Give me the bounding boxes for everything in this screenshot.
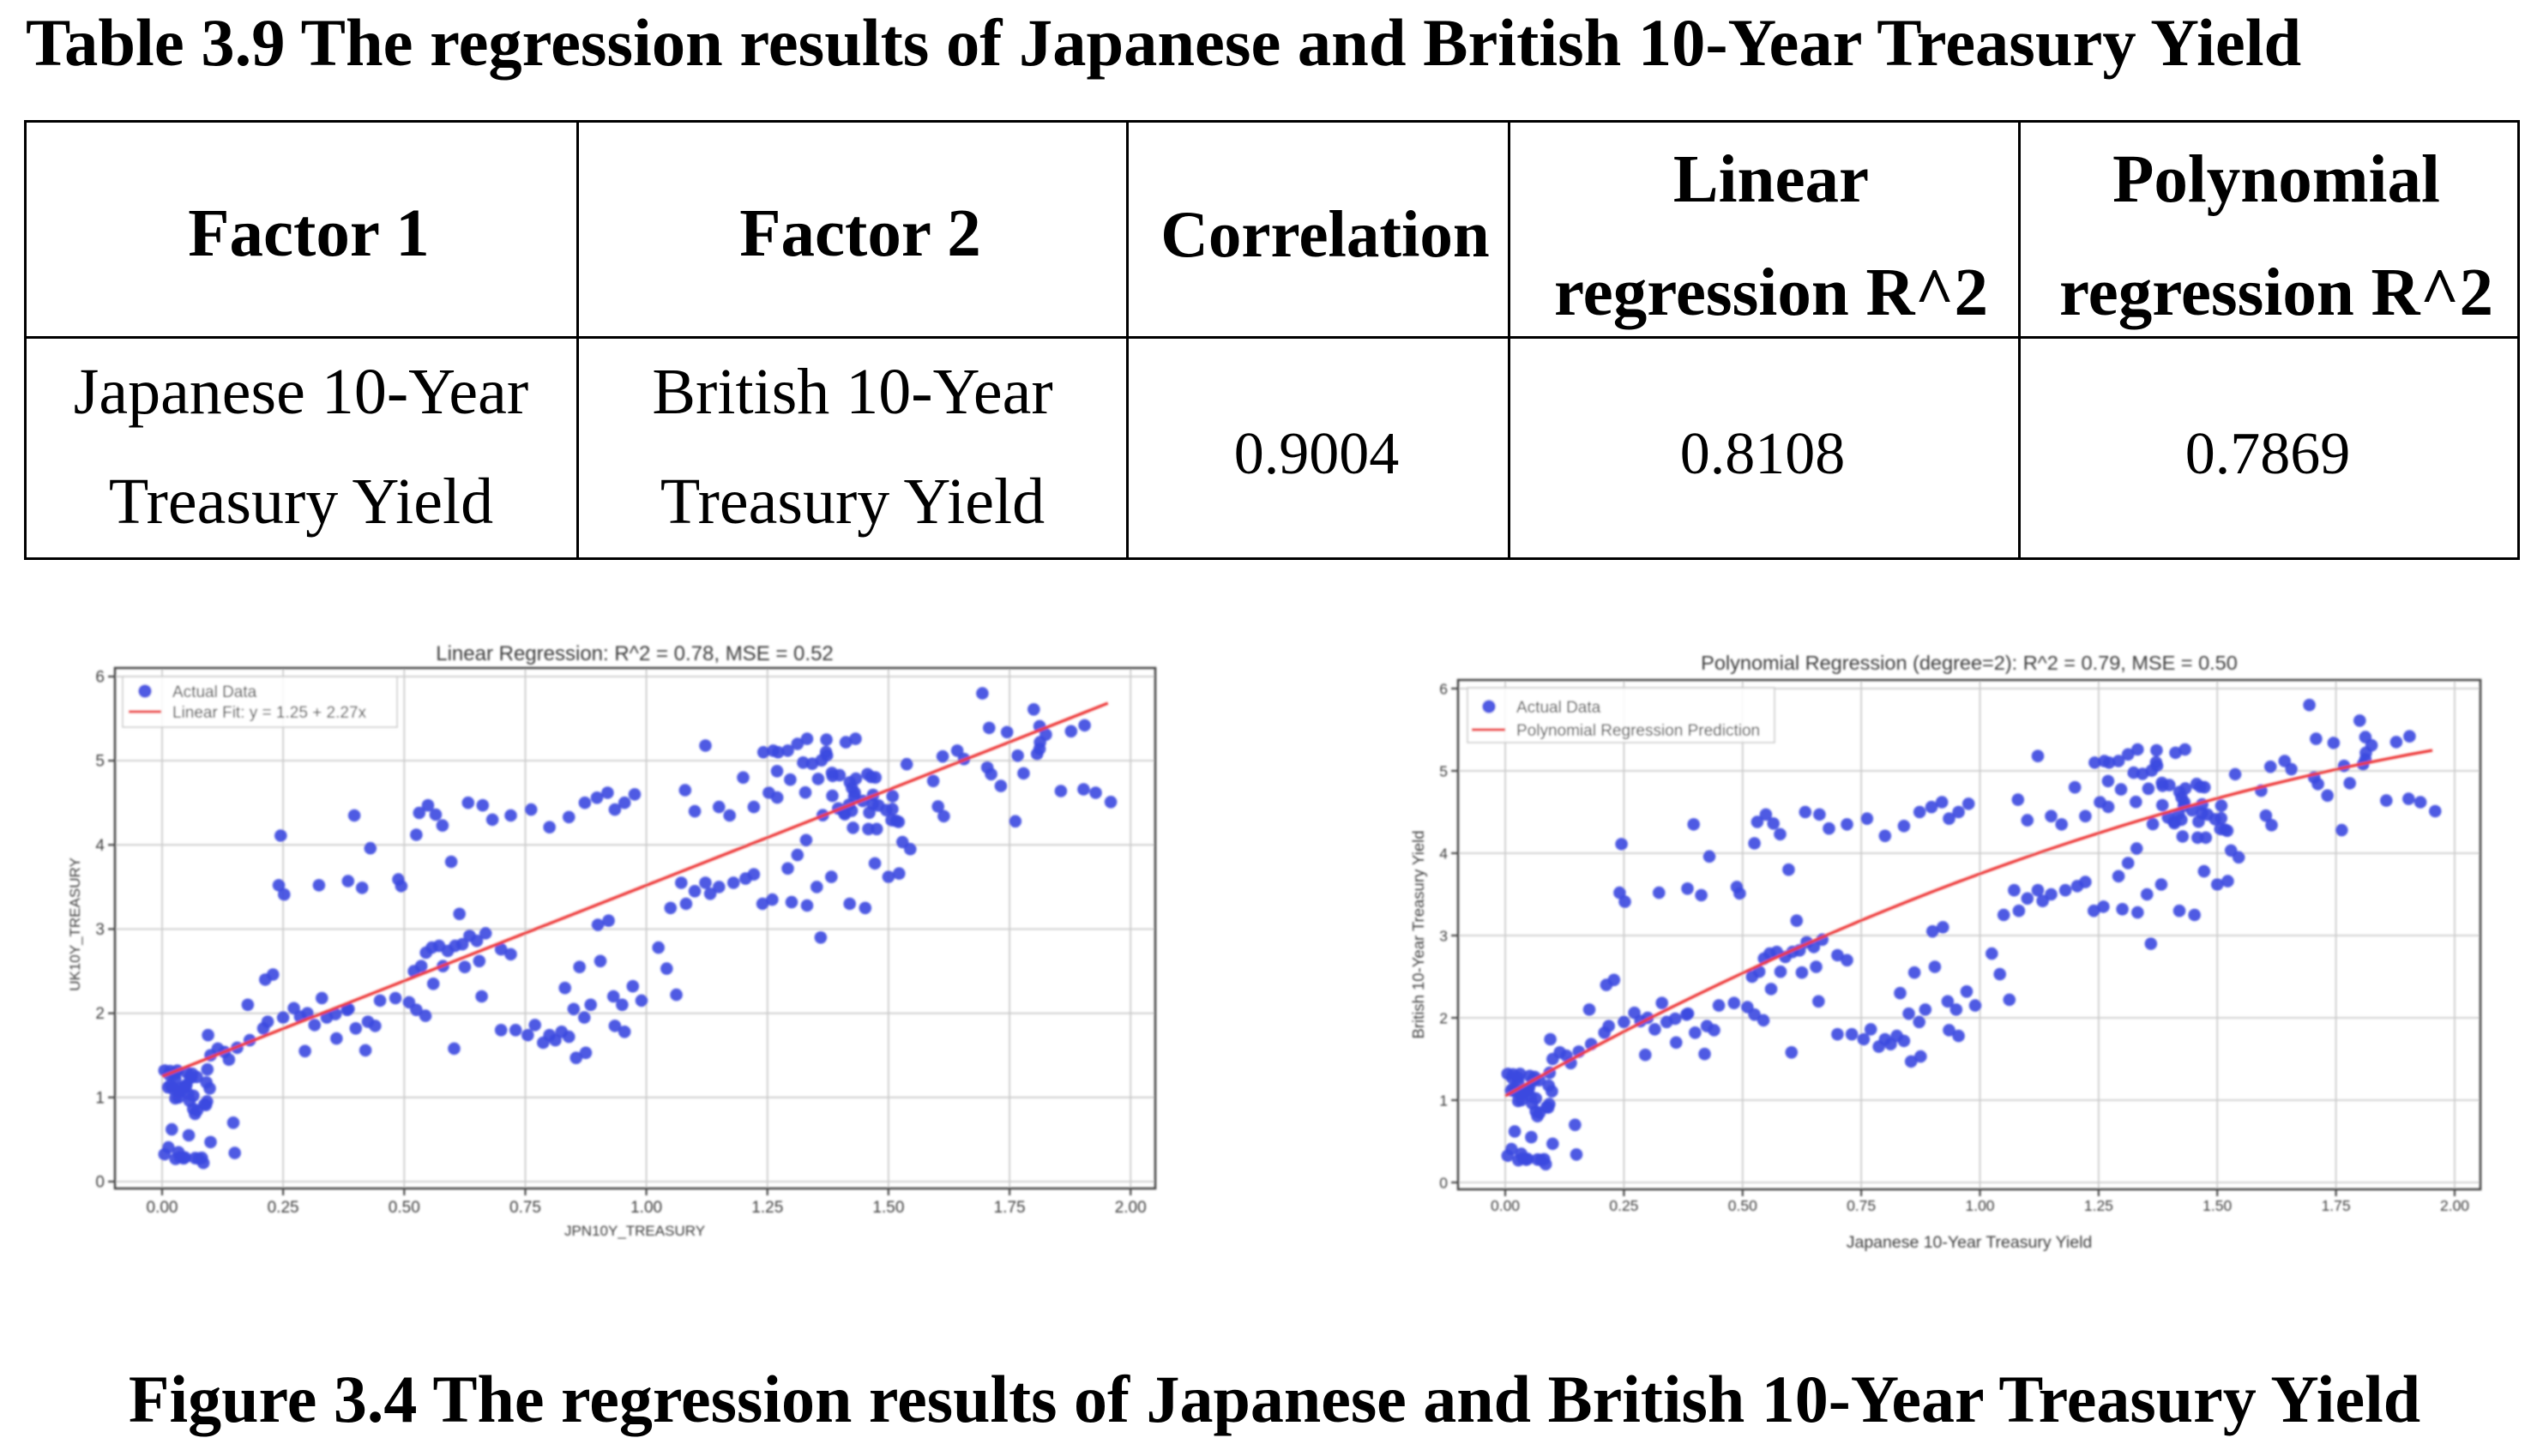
svg-text:0.75: 0.75 [1847,1197,1876,1214]
svg-text:Polynomial Regression (degree=: Polynomial Regression (degree=2): R^2 = … [1701,652,2238,674]
svg-text:0.25: 0.25 [1609,1197,1638,1214]
svg-text:3: 3 [95,921,105,939]
svg-text:4: 4 [95,837,105,855]
svg-text:1.25: 1.25 [751,1199,783,1217]
svg-text:2: 2 [1439,1010,1448,1027]
svg-text:1.50: 1.50 [2203,1197,2232,1214]
svg-text:2: 2 [95,1005,105,1023]
svg-text:6: 6 [1439,681,1448,698]
svg-text:Japanese 10-Year Treasury Yiel: Japanese 10-Year Treasury Yield [1847,1233,2093,1252]
svg-text:Linear Regression: R^2 = 0.78,: Linear Regression: R^2 = 0.78, MSE = 0.5… [436,642,834,665]
svg-text:4: 4 [1439,845,1448,863]
svg-text:UK10Y_TREASURY: UK10Y_TREASURY [67,857,83,991]
svg-text:1.75: 1.75 [2322,1197,2351,1214]
svg-text:1: 1 [1439,1092,1448,1110]
svg-text:2.00: 2.00 [1115,1199,1147,1217]
svg-text:0.50: 0.50 [389,1199,420,1217]
svg-text:0: 0 [95,1174,105,1192]
svg-text:Actual Data: Actual Data [1516,699,1601,717]
svg-text:1.50: 1.50 [872,1199,904,1217]
svg-text:1: 1 [95,1089,105,1107]
svg-text:3: 3 [1439,928,1448,945]
svg-text:2.00: 2.00 [2440,1197,2469,1214]
svg-text:1.00: 1.00 [630,1199,662,1217]
svg-text:1.25: 1.25 [2084,1197,2113,1214]
svg-text:Actual Data: Actual Data [172,683,257,701]
svg-text:British 10-Year Treasury Yield: British 10-Year Treasury Yield [1409,830,1427,1038]
svg-text:5: 5 [1439,763,1448,780]
svg-text:0.50: 0.50 [1728,1197,1757,1214]
svg-text:Linear Fit: y = 1.25 + 2.27x: Linear Fit: y = 1.25 + 2.27x [172,704,367,722]
svg-text:6: 6 [95,669,105,687]
svg-text:0.25: 0.25 [268,1199,299,1217]
svg-text:0.00: 0.00 [147,1199,178,1217]
svg-text:JPN10Y_TREASURY: JPN10Y_TREASURY [564,1223,705,1239]
svg-text:5: 5 [95,753,105,771]
svg-text:1.00: 1.00 [1965,1197,1994,1214]
svg-text:0: 0 [1439,1175,1448,1192]
svg-text:0.00: 0.00 [1491,1197,1520,1214]
svg-text:1.75: 1.75 [994,1199,1026,1217]
svg-text:0.75: 0.75 [509,1199,541,1217]
svg-text:Polynomial Regression Predicti: Polynomial Regression Prediction [1516,722,1760,740]
